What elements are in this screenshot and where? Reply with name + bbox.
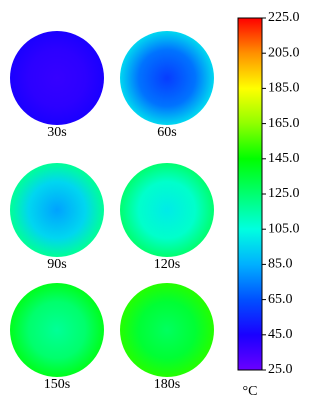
colorbar <box>238 18 262 370</box>
tick-label: 205.0 <box>268 45 300 60</box>
tick-label: 65.0 <box>268 292 293 307</box>
tick-label: 145.0 <box>268 151 300 166</box>
thermal-disk <box>120 31 214 125</box>
unit-label: °C <box>243 384 258 399</box>
panel-label: 150s <box>44 377 70 392</box>
thermal-disk <box>10 163 104 257</box>
chart: °C 25.0 45.0 65.0 85.0 105.0 125.0 145.0 165.0 1… <box>0 0 323 400</box>
tick-label: 125.0 <box>268 186 300 201</box>
thermal-disk <box>10 31 104 125</box>
panel-label: 30s <box>47 125 66 140</box>
thermal-disk <box>120 283 214 377</box>
panel-label: 180s <box>154 377 180 392</box>
tick-label: 185.0 <box>268 81 300 96</box>
tick-label: 225.0 <box>268 10 300 25</box>
panel-label: 90s <box>47 257 66 272</box>
tick-label: 25.0 <box>268 362 293 377</box>
tick-label: 165.0 <box>268 116 300 131</box>
tick-label: 105.0 <box>268 221 300 236</box>
thermal-disk <box>120 163 214 257</box>
thermal-disk <box>10 283 104 377</box>
panel-label: 60s <box>157 125 176 140</box>
panel-label: 120s <box>154 257 180 272</box>
tick-label: 45.0 <box>268 327 293 342</box>
tick-label: 85.0 <box>268 257 293 272</box>
